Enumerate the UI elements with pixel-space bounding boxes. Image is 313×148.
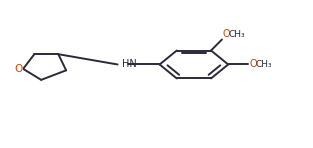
Text: CH₃: CH₃: [255, 60, 272, 69]
Text: O: O: [249, 59, 257, 69]
Text: CH₃: CH₃: [229, 30, 245, 39]
Text: O: O: [223, 29, 230, 39]
Text: O: O: [14, 64, 22, 74]
Text: HN: HN: [122, 59, 137, 69]
